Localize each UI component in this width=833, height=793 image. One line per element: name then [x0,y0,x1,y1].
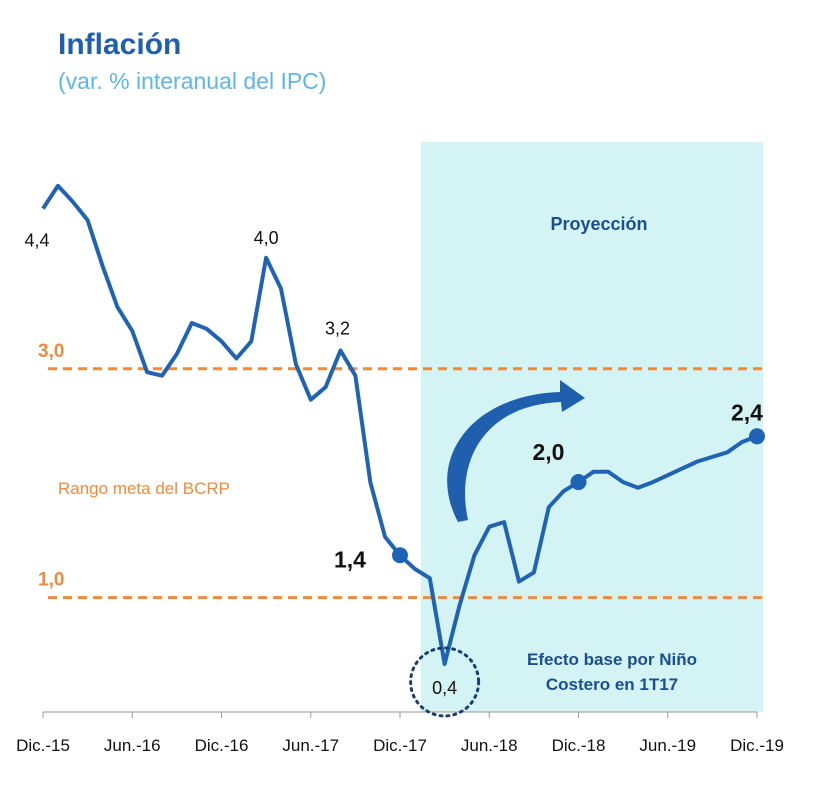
data-label: 2,0 [533,439,565,465]
x-tick-label: Jun.-18 [461,736,518,755]
x-tick-label: Dic.-19 [730,736,784,755]
data-label: 0,4 [432,678,457,698]
target-lower-label: 1,0 [38,570,64,591]
data-label: 3,2 [325,318,350,338]
note-line-1: Efecto base por Niño [527,650,697,669]
x-axis: Dic.-15 Jun.-16 Dic.-16 Jun.-17 Dic.-17 Jun.-… [16,711,784,755]
data-markers: 4,4 4,0 3,2 1,4 0,4 2,0 2,4 [24,228,765,718]
chart-subtitle: (var. % interanual del IPC) [58,68,327,94]
data-label: 4,4 [24,231,49,251]
projection-label: Proyección [550,214,647,234]
x-tick-label: Dic.-17 [373,736,427,755]
x-tick-label: Dic.-15 [16,736,70,755]
chart-title: Inflación [58,28,182,61]
x-tick-label: Dic.-16 [195,736,249,755]
x-tick-label: Jun.-17 [282,736,339,755]
target-upper-label: 3,0 [38,341,64,362]
data-label: 2,4 [731,399,763,425]
data-label: 4,0 [254,228,279,248]
target-range-label: Rango meta del BCRP [58,479,230,498]
x-tick-label: Jun.-16 [104,736,161,755]
data-label: 1,4 [334,546,366,572]
x-tick-label: Dic.-18 [552,736,606,755]
x-tick-label: Jun.-19 [639,736,696,755]
note-line-2: Costero en 1T17 [546,675,678,694]
data-point-marker [392,547,408,564]
projection-curved-arrow [447,380,585,522]
dotted-highlight-circle [409,646,481,718]
data-point-marker [570,474,587,491]
data-point-marker [749,428,765,445]
